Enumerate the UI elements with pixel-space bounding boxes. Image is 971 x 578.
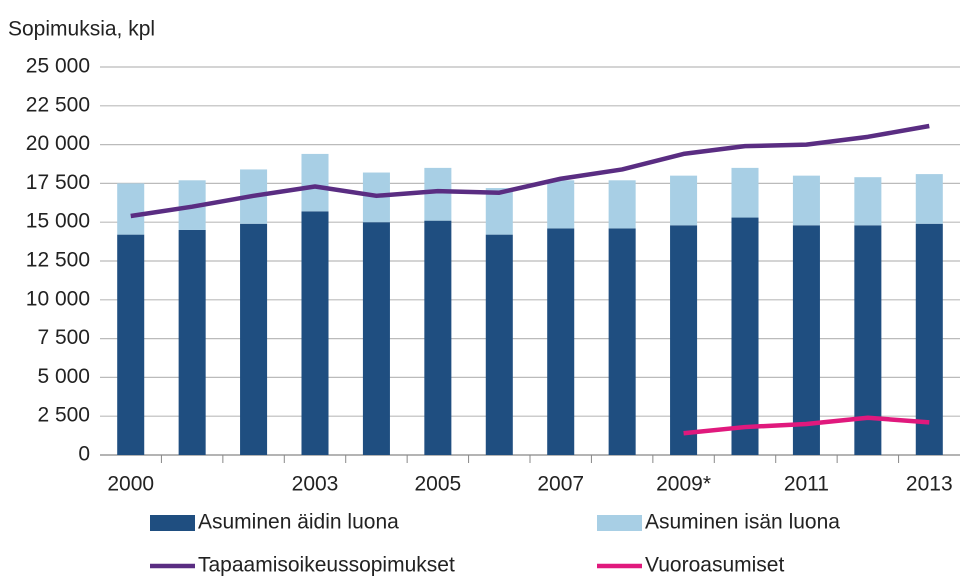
bar [362, 222, 390, 455]
legend-swatch [150, 515, 195, 531]
y-tick-label: 0 [78, 443, 90, 466]
bar [301, 153, 329, 212]
bar [915, 174, 943, 224]
bar [424, 220, 452, 455]
x-tick-label: 2013 [906, 473, 953, 496]
y-tick-label: 15 000 [26, 210, 90, 233]
bar [424, 167, 452, 221]
bar [854, 177, 882, 226]
legend-swatch [597, 515, 642, 531]
y-axis-label: Sopimuksia, kpl [8, 18, 155, 41]
bar [485, 188, 513, 235]
bar [608, 180, 636, 229]
x-tick-label: 2011 [784, 473, 829, 496]
x-tick-label: 2005 [414, 473, 461, 496]
x-tick-label: 2003 [292, 473, 339, 496]
y-tick-label: 25 000 [26, 55, 90, 78]
y-tick-label: 2 500 [37, 404, 90, 427]
x-tick-label: 2000 [107, 473, 154, 496]
y-tick-label: 10 000 [26, 287, 90, 310]
bar [178, 229, 206, 455]
bar [731, 217, 759, 455]
y-tick-label: 17 500 [26, 171, 90, 194]
bar [117, 234, 145, 455]
line [683, 415, 930, 436]
bar [485, 234, 513, 455]
bar [670, 175, 698, 226]
line [130, 123, 930, 219]
bar [547, 228, 575, 455]
legend-label: Tapaamisoikeussopimukset [198, 554, 455, 577]
bar [792, 175, 820, 226]
x-tick-label: 2009* [656, 473, 711, 496]
bar [792, 225, 820, 455]
legend-label: Asuminen äidin luona [198, 511, 399, 534]
bar [301, 211, 329, 455]
y-tick-label: 5 000 [37, 365, 90, 388]
bar [240, 223, 268, 455]
bar [117, 183, 145, 235]
y-tick-label: 12 500 [26, 249, 90, 272]
legend-label: Vuoroasumiset [645, 554, 784, 577]
legend-label: Asuminen isän luona [645, 511, 840, 534]
bar [608, 228, 636, 455]
bar [731, 167, 759, 218]
x-tick-label: 2007 [537, 473, 584, 496]
bar [547, 180, 575, 229]
y-tick-label: 7 500 [37, 326, 90, 349]
y-tick-label: 20 000 [26, 132, 90, 155]
y-tick-label: 22 500 [26, 93, 90, 116]
bar [670, 225, 698, 455]
bar [915, 223, 943, 455]
